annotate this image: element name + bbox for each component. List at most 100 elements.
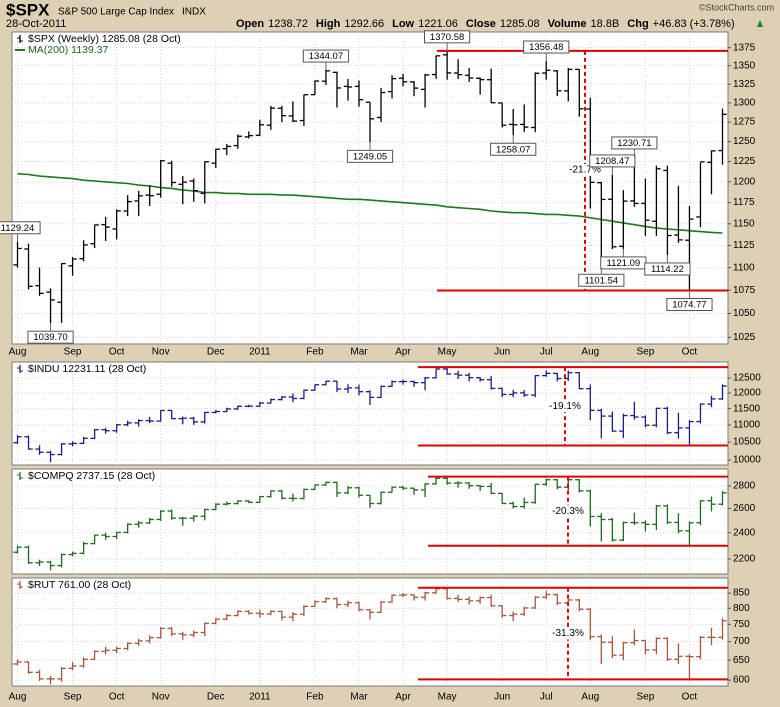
y-tick-label: 1075	[733, 285, 756, 296]
y-tick-label: 700	[733, 636, 750, 647]
annotation-label: 1074.77	[672, 300, 706, 311]
x-tick-label: Jun	[494, 347, 510, 358]
y-tick-label: 1350	[733, 60, 756, 71]
x-tick-label: Oct	[682, 347, 698, 358]
y-tick-label: 1375	[733, 42, 756, 53]
y-tick-label: 600	[733, 675, 750, 686]
y-tick-label: 1050	[733, 308, 756, 319]
stat-value: 1238.72	[268, 18, 308, 30]
credit: ©StockCharts.com	[699, 2, 774, 12]
annotation-label: 1249.05	[353, 151, 387, 162]
index-name: S&P 500 Large Cap Index	[58, 7, 174, 18]
annotation-label: 1370.58	[430, 32, 464, 43]
y-tick-label: 11500	[733, 403, 761, 414]
legend-label: $COMPQ 2737.15 (28 Oct)	[28, 470, 155, 482]
plot-area	[11, 577, 729, 687]
drop-label: -20.3%	[552, 506, 584, 517]
y-tick-label: 10500	[733, 437, 761, 448]
y-tick-label: 650	[733, 655, 750, 666]
up-arrow	[757, 20, 763, 27]
stat-label: Volume	[548, 18, 587, 30]
y-tick-label: 2400	[733, 527, 756, 538]
annotation-box	[666, 298, 713, 312]
x-tick-label: Aug	[581, 692, 599, 703]
x-tick-label: May	[438, 347, 457, 358]
annotation-box	[589, 154, 636, 168]
annotation-box	[523, 40, 570, 54]
stat-label: Close	[466, 18, 496, 30]
y-tick-label: 1100	[733, 262, 755, 273]
x-tick-label: Nov	[152, 692, 170, 703]
x-tick-label: Apr	[395, 347, 411, 358]
drop-label-bg	[545, 400, 585, 413]
annotation-label: 1208.47	[595, 156, 629, 167]
exchange: INDX	[182, 7, 206, 18]
x-tick-label: Nov	[152, 347, 170, 358]
symbol: $SPX	[6, 0, 50, 19]
legend-label: $SPX (Weekly) 1285.08 (28 Oct)	[28, 33, 181, 45]
x-tick-label: Dec	[207, 347, 225, 358]
y-tick-label: 1300	[733, 98, 756, 109]
annotation-label: 1129.24	[1, 223, 35, 234]
y-tick-label: 1275	[733, 117, 756, 128]
annotation-label: 1344.07	[309, 51, 343, 62]
drop-label: -19.1%	[549, 401, 581, 412]
y-tick-label: 12500	[733, 373, 761, 384]
y-tick-label: 1200	[733, 176, 756, 187]
y-tick-label: 12000	[733, 388, 761, 399]
x-tick-label: Sep	[64, 692, 82, 703]
annotation-box	[490, 142, 537, 156]
drop-label: -21.7%	[569, 165, 601, 176]
y-tick-label: 1175	[733, 197, 755, 208]
x-tick-label: Feb	[306, 692, 324, 703]
annotation-label: 1039.70	[33, 332, 67, 343]
legend-label: $INDU 12231.11 (28 Oct)	[28, 363, 146, 375]
plot-area	[11, 468, 729, 575]
moving-average	[17, 172, 723, 234]
annotation-label: 1101.54	[585, 275, 619, 286]
plot-area	[11, 361, 729, 466]
x-tick-label: Feb	[306, 347, 324, 358]
x-tick-label: Jul	[540, 692, 553, 703]
x-tick-label: Aug	[9, 347, 27, 358]
annotation-box	[424, 30, 471, 44]
stat-value: 1221.06	[418, 18, 458, 30]
stat-value: 1285.08	[500, 18, 540, 30]
y-tick-label: 1325	[733, 79, 756, 90]
annotation-box	[578, 273, 625, 287]
annotation-box	[27, 330, 74, 344]
x-tick-label: Aug	[9, 692, 27, 703]
stat-label: High	[316, 18, 341, 30]
x-tick-label: Mar	[350, 692, 368, 703]
x-tick-label: Jun	[494, 692, 510, 703]
y-tick-label: 1025	[733, 332, 756, 343]
x-tick-label: Jul	[540, 347, 553, 358]
y-tick-label: 1150	[733, 218, 755, 229]
x-tick-label: Sep	[64, 347, 82, 358]
annotation-box	[302, 49, 350, 63]
stat-value: 18.8B	[591, 18, 620, 30]
drop-label-bg	[548, 627, 588, 640]
stat-label: Chg	[627, 18, 648, 30]
stat-label: Open	[236, 18, 264, 30]
stat-value: +46.83 (+3.78%)	[653, 18, 735, 30]
x-tick-label: May	[438, 692, 457, 703]
stat-value: 1292.66	[344, 18, 384, 30]
y-tick-label: 1250	[733, 136, 756, 147]
x-tick-label: Oct	[109, 347, 125, 358]
x-tick-label: Oct	[109, 692, 125, 703]
y-tick-label: 2200	[733, 554, 756, 565]
annotation-box	[611, 136, 658, 150]
annotation-label: 1356.48	[529, 42, 563, 53]
x-tick-label: Dec	[207, 692, 225, 703]
drop-label: -31.3%	[552, 628, 584, 639]
legend-label: MA(200) 1139.37	[28, 44, 109, 56]
x-tick-label: Apr	[395, 692, 411, 703]
annotation-label: 1114.22	[651, 264, 684, 275]
y-tick-label: 1125	[733, 240, 755, 251]
y-tick-label: 2600	[733, 503, 756, 514]
y-tick-label: 850	[733, 588, 750, 599]
annotation-label: 1230.71	[617, 138, 651, 149]
x-tick-label: Oct	[682, 692, 698, 703]
